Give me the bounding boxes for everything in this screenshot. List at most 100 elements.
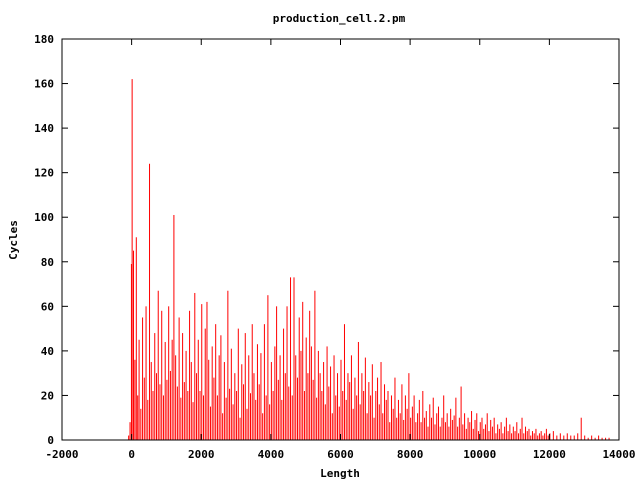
bar: [481, 417, 483, 440]
y-tick-label: 180: [34, 33, 54, 46]
bar: [363, 390, 365, 440]
bar: [237, 328, 239, 440]
bar: [298, 317, 300, 440]
bar: [314, 290, 316, 440]
bar: [168, 306, 170, 440]
bar: [437, 406, 439, 440]
chart-title: production_cell.2.pm: [273, 12, 406, 25]
y-tick-label: 40: [41, 345, 54, 358]
bar: [300, 350, 302, 440]
bar: [370, 395, 372, 440]
bar: [295, 355, 297, 440]
bar: [495, 433, 497, 440]
bar: [509, 424, 511, 440]
bar: [199, 390, 201, 440]
bar: [330, 366, 332, 440]
bar: [328, 386, 330, 440]
bar: [145, 306, 147, 440]
bar: [171, 339, 173, 440]
bar: [545, 428, 547, 440]
bar: [404, 395, 406, 440]
bar: [422, 390, 424, 440]
bar: [307, 373, 309, 440]
bar: [131, 79, 133, 440]
bar: [162, 395, 164, 440]
bar: [403, 419, 405, 440]
bar: [389, 422, 391, 440]
bar: [288, 386, 290, 440]
bar-series: [128, 79, 610, 440]
bar: [140, 408, 142, 440]
bar: [270, 362, 272, 440]
x-tick-label: 12000: [533, 448, 566, 461]
bar: [182, 333, 184, 440]
bar: [256, 344, 258, 440]
bar: [608, 437, 610, 440]
bar: [526, 431, 528, 440]
bar: [281, 399, 283, 440]
bar: [427, 426, 429, 440]
x-tick-label: 8000: [397, 448, 424, 461]
bar: [491, 426, 493, 440]
bar: [444, 422, 446, 440]
bar: [500, 422, 502, 440]
bar: [490, 419, 492, 440]
bar: [260, 353, 262, 440]
bar: [211, 346, 213, 440]
x-tick-label: 14000: [602, 448, 635, 461]
bar: [143, 377, 145, 440]
bar: [380, 362, 382, 440]
bar: [424, 417, 426, 440]
bar: [394, 377, 396, 440]
bar: [323, 362, 325, 440]
bar: [310, 346, 312, 440]
bar: [504, 426, 506, 440]
bar: [194, 292, 196, 440]
bar: [183, 382, 185, 440]
bar: [218, 355, 220, 440]
bar: [187, 390, 189, 440]
bar: [246, 408, 248, 440]
bar: [234, 373, 236, 440]
bar: [241, 364, 243, 440]
bar: [249, 393, 251, 440]
bar: [128, 435, 130, 440]
bar: [286, 306, 288, 440]
bar: [265, 395, 267, 440]
bar: [350, 355, 352, 440]
bar: [343, 324, 345, 440]
bar: [361, 373, 363, 440]
bar: [137, 395, 139, 440]
bar: [338, 406, 340, 440]
bar: [406, 408, 408, 440]
bar: [401, 384, 403, 440]
bar: [272, 390, 274, 440]
bar: [206, 301, 208, 440]
bar: [519, 428, 521, 440]
bar: [464, 413, 466, 440]
bar: [321, 390, 323, 440]
bar: [537, 435, 539, 440]
bar: [601, 437, 603, 440]
bar: [455, 397, 457, 440]
bar: [364, 357, 366, 440]
bar: [255, 399, 257, 440]
bar: [204, 328, 206, 440]
bar: [488, 431, 490, 440]
bar: [584, 435, 586, 440]
bar: [373, 417, 375, 440]
bar: [525, 426, 527, 440]
bar: [277, 379, 279, 440]
bar: [591, 435, 593, 440]
bar: [161, 310, 163, 440]
bar: [434, 424, 436, 440]
bar: [243, 384, 245, 440]
bar: [312, 379, 314, 440]
bar: [390, 395, 392, 440]
bar: [222, 413, 224, 440]
bar: [441, 417, 443, 440]
bar: [396, 417, 398, 440]
bar: [378, 404, 380, 440]
bar: [142, 317, 144, 440]
bar: [547, 435, 549, 440]
